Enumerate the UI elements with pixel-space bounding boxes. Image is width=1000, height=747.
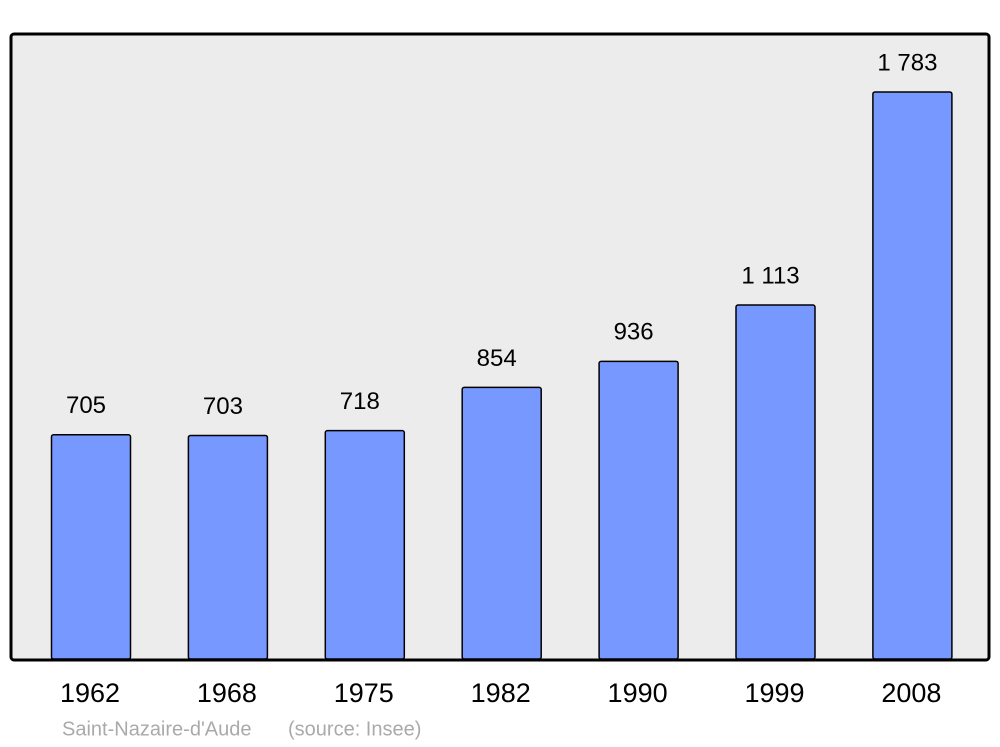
bar: [872, 91, 953, 660]
value-label: 718: [340, 388, 380, 415]
chart-source: (source: Insee): [288, 718, 421, 740]
x-tick-label: 1990: [608, 678, 668, 708]
bar: [324, 429, 406, 660]
x-tick-label: 1982: [471, 678, 531, 708]
x-tick-label: 1968: [197, 678, 257, 708]
bar: [50, 434, 132, 660]
value-label: 936: [614, 319, 654, 346]
bar: [735, 304, 816, 660]
value-label: 854: [477, 345, 517, 372]
value-label: 703: [203, 393, 243, 420]
chart-subtitle: Saint-Nazaire-d'Aude: [62, 718, 251, 740]
bar: [598, 360, 679, 660]
x-tick-label: 1999: [744, 678, 804, 708]
value-label: 1 113: [741, 262, 799, 289]
x-tick-label: 1975: [334, 678, 394, 708]
value-label: 1 783: [877, 49, 937, 76]
bar: [187, 434, 269, 660]
bar: [461, 386, 542, 660]
x-tick-label: 1962: [60, 678, 120, 708]
x-tick-label: 2008: [881, 678, 941, 708]
value-label: 705: [66, 392, 106, 419]
